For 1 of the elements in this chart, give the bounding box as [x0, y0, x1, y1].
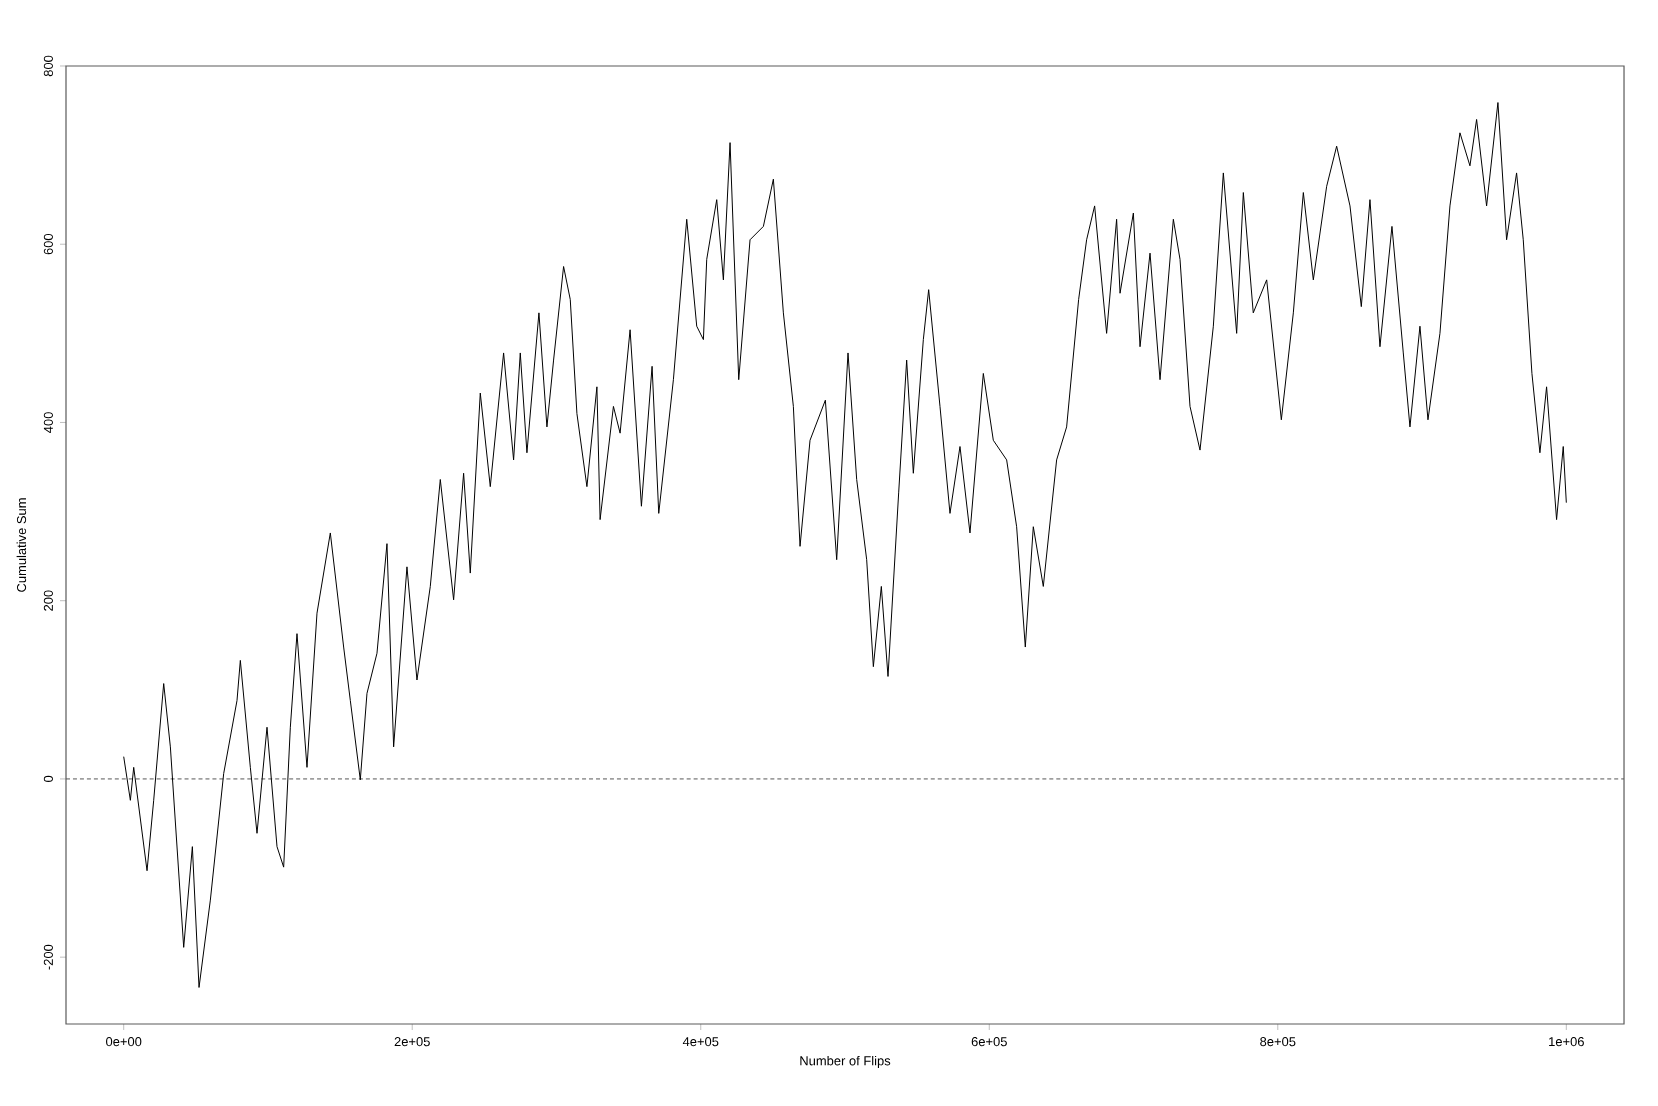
line-series [123, 102, 1567, 988]
